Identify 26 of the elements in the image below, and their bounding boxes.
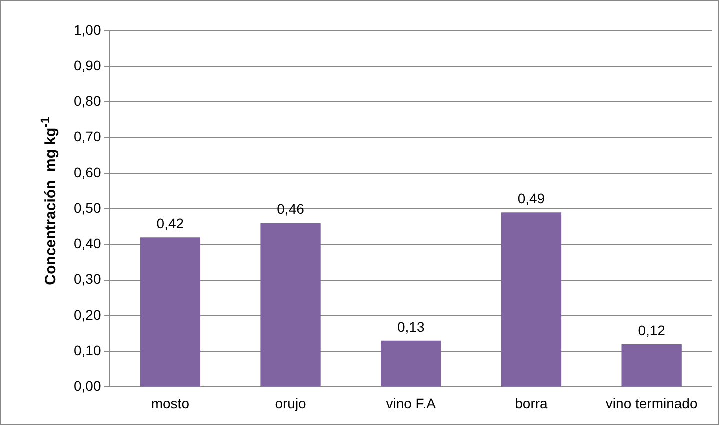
y-tick-label: 1,00 xyxy=(74,22,102,38)
data-label: 0,46 xyxy=(277,201,305,218)
bar xyxy=(140,238,201,387)
y-tick-label: 0,30 xyxy=(74,271,102,288)
x-tick-label: borra xyxy=(515,395,548,412)
x-tick-label: orujo xyxy=(275,395,307,412)
y-tick-label: 0,40 xyxy=(74,236,102,252)
data-label: 0,49 xyxy=(518,190,546,207)
x-tick-label: vino F.A xyxy=(386,395,437,412)
y-tick-label: 0,00 xyxy=(74,378,102,394)
x-tick-label: mosto xyxy=(151,395,190,412)
data-label: 0,12 xyxy=(638,322,666,338)
y-tick-label: 0,70 xyxy=(74,128,102,145)
y-tick-label: 0,10 xyxy=(74,342,102,358)
y-tick-label: 0,50 xyxy=(74,200,102,216)
bar xyxy=(260,223,321,387)
bar xyxy=(622,344,682,387)
data-label: 0,42 xyxy=(156,215,184,232)
x-tick-label: vino terminado xyxy=(606,395,698,412)
y-tick-label: 0,90 xyxy=(74,57,102,74)
bar xyxy=(381,340,442,387)
y-tick-label: 0,80 xyxy=(74,93,102,110)
y-tick-label: 0,60 xyxy=(74,164,102,180)
data-label: 0,13 xyxy=(398,318,425,335)
y-tick-label: 0,20 xyxy=(74,306,102,323)
bar xyxy=(501,212,562,387)
